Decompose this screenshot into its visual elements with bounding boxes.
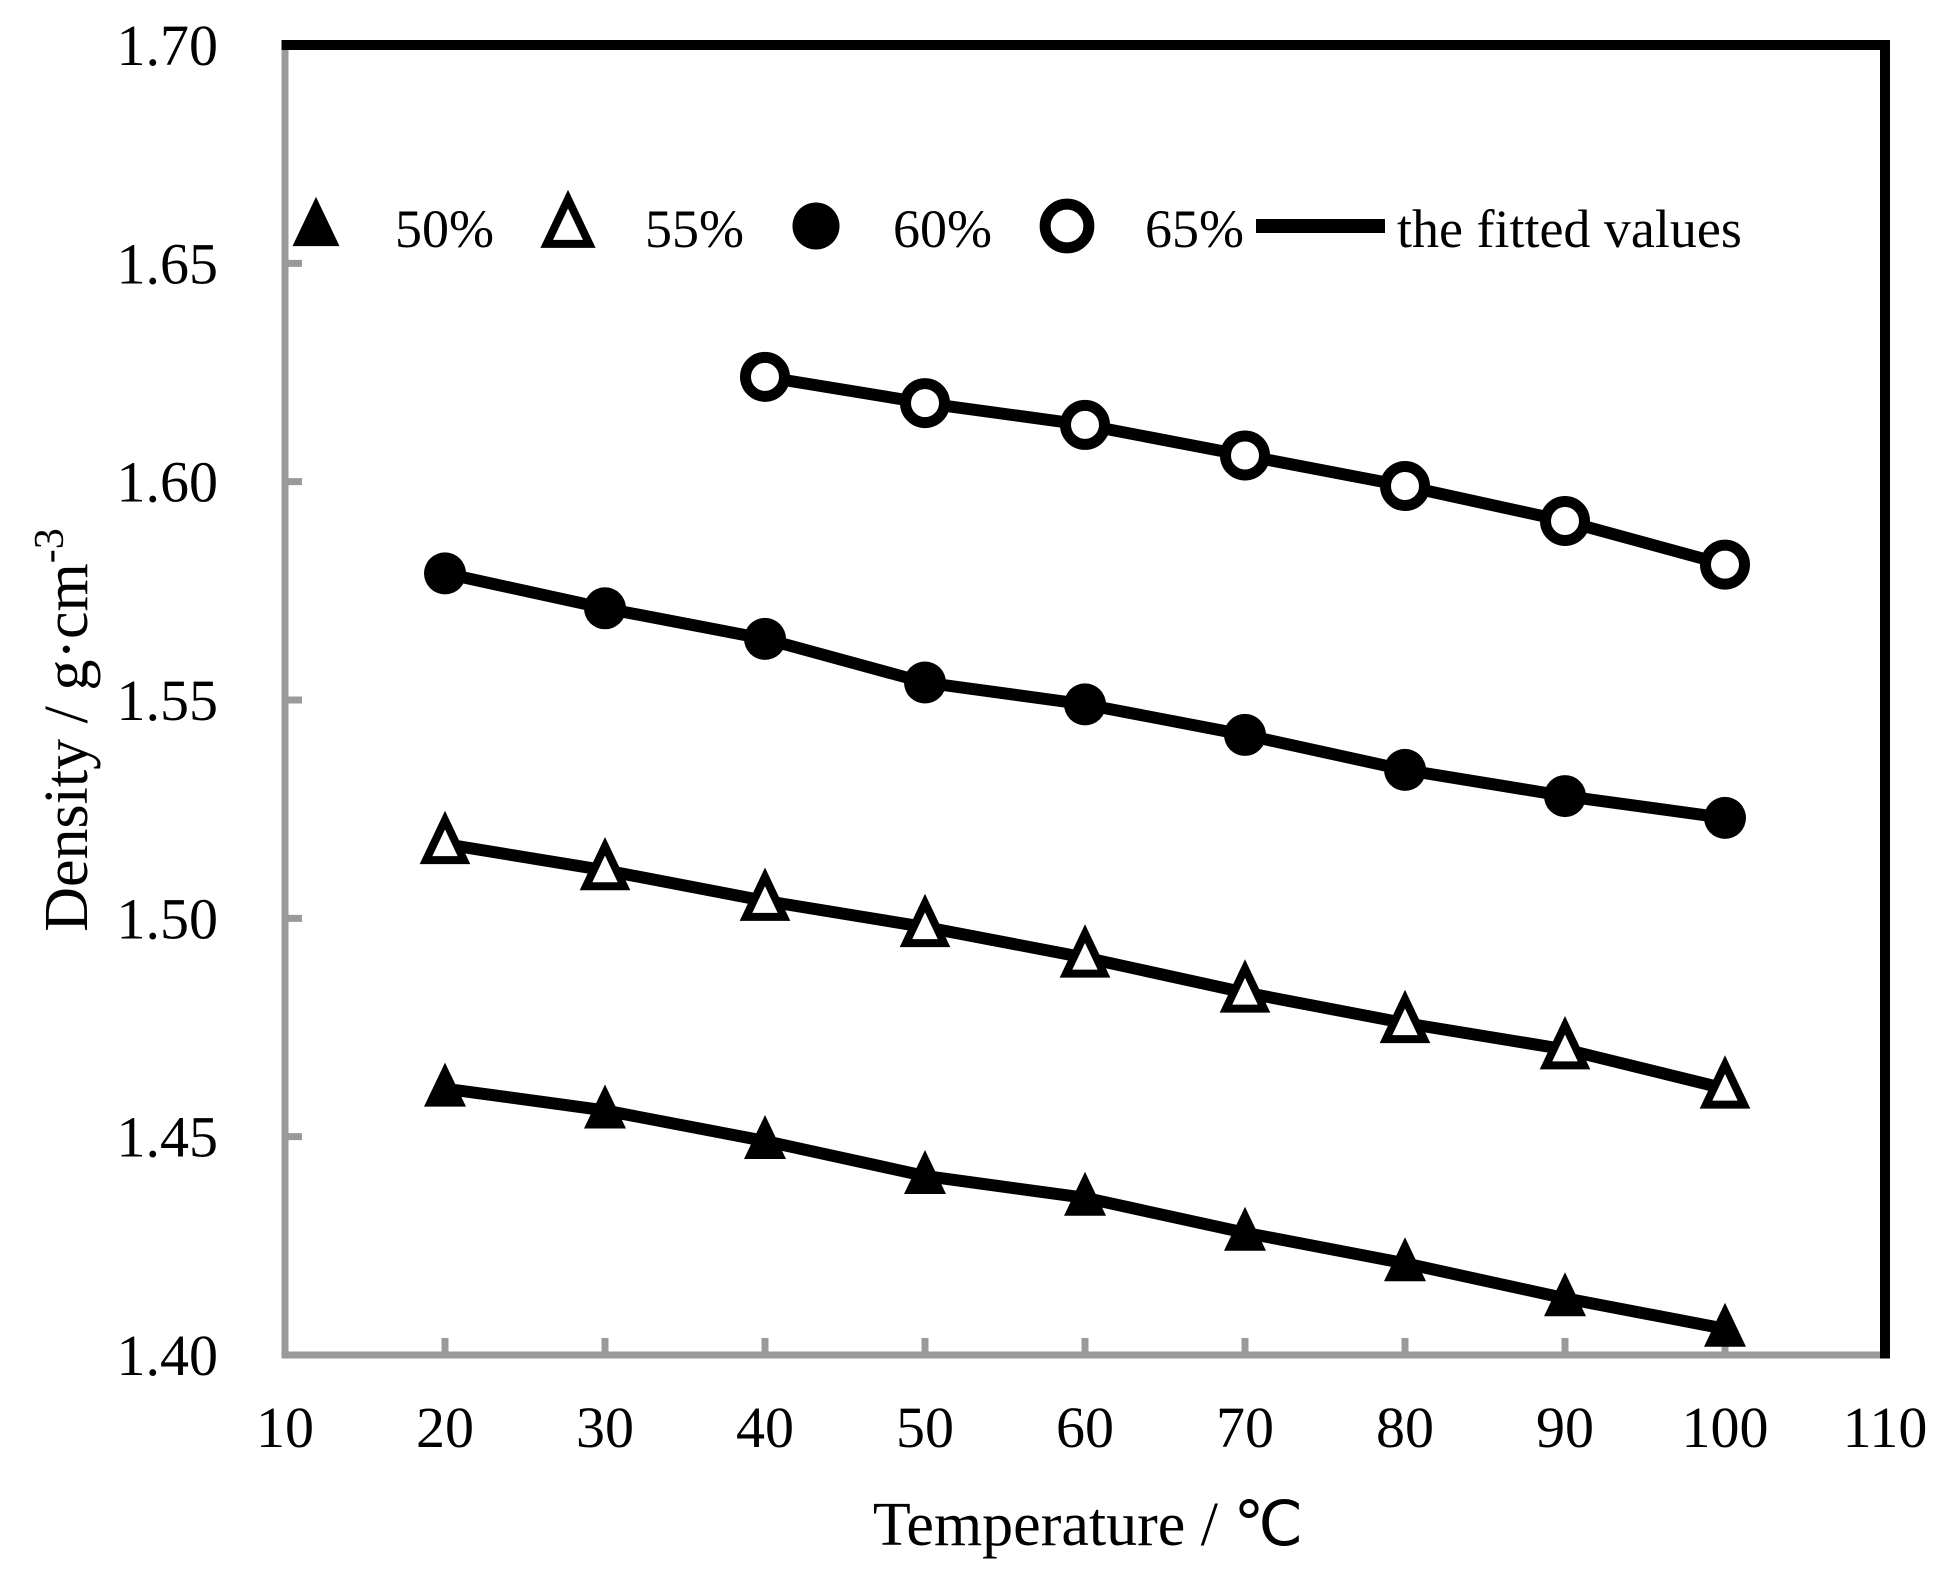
marker-filled-triangle — [904, 1149, 946, 1194]
x-axis-title: Temperature / ℃ — [873, 1491, 1303, 1559]
data-series — [419, 351, 1751, 1347]
marker-filled-circle — [1544, 775, 1586, 818]
marker-filled-circle — [904, 661, 946, 704]
marker-open-triangle — [899, 893, 951, 948]
marker-open-circle — [1220, 430, 1270, 481]
legend-item-65%: 65% — [1039, 198, 1244, 259]
marker-open-triangle — [419, 810, 471, 865]
marker-open-triangle — [540, 189, 596, 248]
series-65% — [740, 351, 1750, 590]
x-tick-label: 110 — [1843, 1395, 1928, 1460]
x-tick-label: 30 — [576, 1395, 634, 1460]
y-axis-title: Density / g·cm-3 — [27, 528, 101, 932]
marker-open-triangle — [1699, 1055, 1751, 1109]
series-60% — [424, 552, 1746, 839]
marker-filled-triangle — [1064, 1171, 1106, 1216]
x-tick-label: 100 — [1682, 1395, 1769, 1460]
marker-open-triangle — [1219, 959, 1271, 1013]
marker-open-circle — [1060, 399, 1110, 450]
y-tick-label: 1.70 — [117, 13, 219, 78]
marker-open-triangle — [739, 867, 791, 921]
marker-open-triangle — [1059, 924, 1111, 978]
legend-item-55%: 55% — [540, 189, 744, 259]
legend-label: 50% — [395, 199, 494, 259]
marker-open-triangle — [1379, 989, 1431, 1044]
y-tick-label: 1.65 — [117, 231, 219, 296]
legend-label: 65% — [1145, 199, 1244, 259]
series-55% — [419, 810, 1751, 1109]
marker-filled-triangle — [1224, 1206, 1266, 1251]
marker-open-triangle — [1539, 1016, 1591, 1070]
legend-item-50%: 50% — [292, 196, 494, 259]
legend-label: 60% — [893, 199, 992, 259]
marker-filled-triangle — [1704, 1302, 1746, 1347]
y-axis-title-exponent: -3 — [27, 528, 73, 563]
marker-open-triangle — [579, 836, 631, 891]
marker-filled-triangle — [292, 196, 340, 247]
marker-open-circle — [1700, 539, 1750, 590]
x-tick-label: 50 — [896, 1395, 954, 1460]
y-tick-label: 1.45 — [117, 1105, 219, 1170]
x-tick-label: 90 — [1536, 1395, 1594, 1460]
marker-open-circle — [1540, 495, 1590, 546]
marker-filled-circle — [1704, 796, 1746, 839]
marker-filled-circle — [1384, 748, 1426, 791]
marker-filled-triangle — [1544, 1272, 1586, 1317]
marker-filled-circle — [584, 587, 626, 630]
legend-label: the fitted values — [1397, 199, 1742, 259]
legend-item-60%: 60% — [792, 199, 992, 259]
x-tick-label: 80 — [1376, 1395, 1434, 1460]
legend-item-fitted: the fitted values — [1256, 199, 1742, 259]
legend-label: 55% — [645, 199, 744, 259]
marker-filled-circle — [424, 552, 466, 595]
marker-open-circle — [1380, 461, 1430, 512]
chart-legend: 50% 55% 60% 65% the fitted values — [292, 189, 1742, 259]
y-tick-label: 1.60 — [117, 450, 219, 515]
y-tick-label: 1.50 — [117, 886, 219, 951]
x-tick-label: 60 — [1056, 1395, 1114, 1460]
marker-open-circle — [900, 378, 950, 429]
x-tick-label: 20 — [416, 1395, 474, 1460]
marker-open-circle — [740, 351, 790, 402]
marker-filled-triangle — [424, 1062, 466, 1107]
x-tick-label: 70 — [1216, 1395, 1274, 1460]
marker-filled-triangle — [584, 1084, 626, 1129]
y-tick-label: 1.40 — [117, 1323, 219, 1388]
marker-filled-circle — [1224, 713, 1266, 756]
marker-filled-circle — [1064, 683, 1106, 726]
marker-filled-circle — [744, 617, 786, 660]
marker-filled-triangle — [744, 1115, 786, 1160]
axis-tick-labels: 10 20 30 40 50 60 70 80 90 100 110 1.40 1.45 1.50 1.55… — [117, 13, 1928, 1460]
y-axis-title-base: Density / g·cm — [33, 563, 101, 932]
y-tick-label: 1.55 — [117, 668, 219, 733]
x-tick-label: 40 — [736, 1395, 794, 1460]
marker-open-circle — [1039, 198, 1095, 254]
series-50% — [424, 1062, 1746, 1347]
marker-filled-triangle — [1384, 1237, 1426, 1282]
marker-filled-circle — [792, 202, 840, 250]
x-tick-label: 10 — [256, 1395, 314, 1460]
